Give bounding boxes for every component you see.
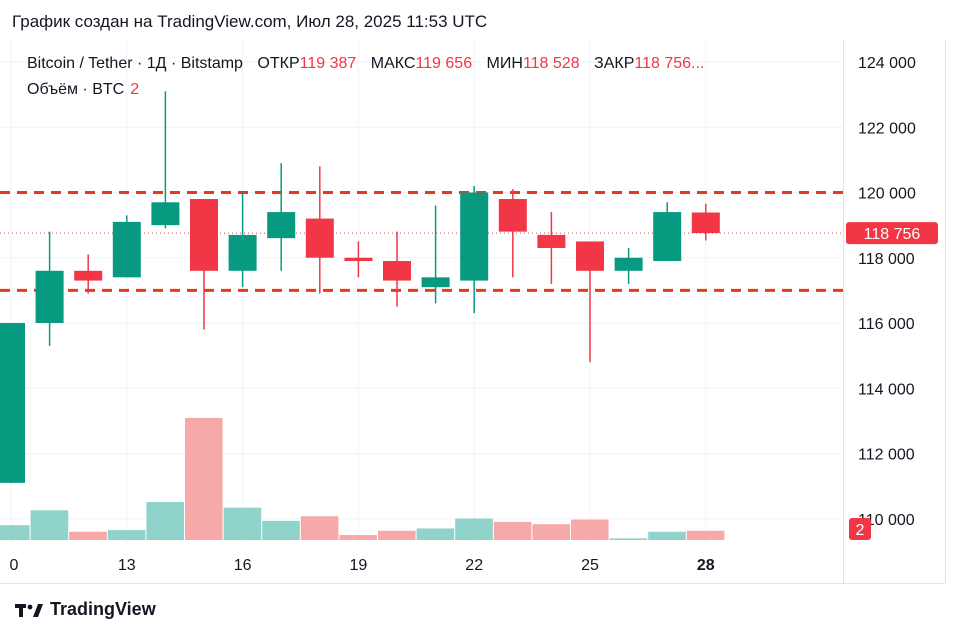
volume-bar (0, 525, 30, 540)
volume-bar (339, 535, 377, 540)
volume-bar (571, 519, 609, 540)
y-tick-label: 112 000 (858, 447, 915, 464)
legend-open-label: ОТКР (257, 55, 300, 72)
volume-bar (378, 530, 416, 540)
x-tick-label: 25 (581, 557, 599, 574)
candle-body[interactable] (228, 234, 257, 271)
y-tick-label: 124 000 (858, 55, 916, 72)
volume-bar (223, 507, 262, 540)
candle-body[interactable] (151, 202, 180, 226)
tradingview-branding[interactable]: TradingView (14, 599, 156, 620)
legend-close-value: 118 756... (634, 55, 705, 72)
chart-caption: График создан на TradingView.com, Июл 28… (12, 12, 488, 31)
x-tick-label: 0 (10, 557, 19, 574)
tradingview-logo-icon (14, 601, 44, 619)
y-tick-label: 118 000 (858, 251, 915, 268)
candle-body[interactable] (74, 270, 103, 281)
footer-brand: TradingView (50, 599, 156, 619)
volume-bar (262, 520, 300, 540)
volume-bar (532, 524, 570, 540)
volume-bar (30, 510, 69, 540)
x-tick-label: 19 (350, 557, 368, 574)
candle-body[interactable] (614, 257, 643, 271)
candle-body[interactable] (0, 323, 25, 483)
legend-close-label: ЗАКР (594, 55, 635, 72)
legend-low-value: 118 528 (522, 55, 580, 72)
candle-body[interactable] (691, 212, 720, 234)
volume-legend: Объём · BTC 2 (27, 81, 139, 99)
volume-bar (609, 538, 648, 540)
legend-low-label: МИН (486, 55, 523, 72)
y-tick-label: 122 000 (858, 120, 916, 137)
volume-badge (849, 518, 871, 540)
y-tick-label: 114 000 (858, 381, 915, 398)
volume-bar (686, 530, 725, 540)
x-tick-label: 28 (697, 557, 715, 574)
last-price-badge (846, 222, 938, 245)
volume-bar (455, 518, 493, 540)
x-tick-label: 13 (118, 557, 136, 574)
volume-label[interactable]: Объём · BTC (27, 81, 125, 98)
candlestick-chart[interactable]: 124 000 122 000 120 000 118 000 116 000 114 0… (0, 0, 960, 590)
candle-body[interactable] (460, 192, 489, 281)
volume-bar (107, 530, 146, 540)
legend-symbol[interactable]: Bitcoin / Tether · 1Д · Bitstamp (27, 55, 243, 72)
candle-body[interactable] (190, 199, 218, 271)
legend-high-value: 119 656 (415, 55, 473, 72)
last-price-label: 118 756 (864, 226, 921, 243)
y-tick-label: 110 000 (858, 512, 915, 529)
volume-badge-label: 2 (856, 522, 865, 539)
volume-bar (493, 521, 532, 540)
candle-body[interactable] (421, 277, 450, 288)
candle-body[interactable] (112, 221, 141, 278)
candle-body[interactable] (344, 257, 373, 262)
x-tick-label: 22 (465, 557, 483, 574)
candle-body[interactable] (267, 212, 296, 239)
candle-body[interactable] (35, 270, 64, 323)
candle-body[interactable] (498, 199, 527, 232)
legend-high-label: МАКС (370, 55, 416, 72)
volume-bar (648, 531, 686, 540)
volume-bar (146, 502, 184, 540)
volume-bar (416, 528, 455, 540)
y-tick-label: 116 000 (858, 316, 915, 333)
candle-body[interactable] (305, 218, 334, 258)
candle-body[interactable] (576, 241, 604, 271)
volume-bar (69, 531, 107, 540)
legend-open-value: 119 387 (299, 55, 357, 72)
candle-body[interactable] (537, 234, 566, 248)
volume-bar (300, 516, 339, 540)
candle-body[interactable] (383, 261, 411, 281)
y-tick-label: 120 000 (858, 186, 916, 203)
volume-bar (185, 417, 223, 540)
x-tick-label: 16 (234, 557, 252, 574)
ohlc-legend: Bitcoin / Tether · 1Д · Bitstamp ОТКР119… (27, 55, 714, 73)
candle-body[interactable] (653, 212, 682, 262)
volume-value: 2 (130, 81, 140, 98)
